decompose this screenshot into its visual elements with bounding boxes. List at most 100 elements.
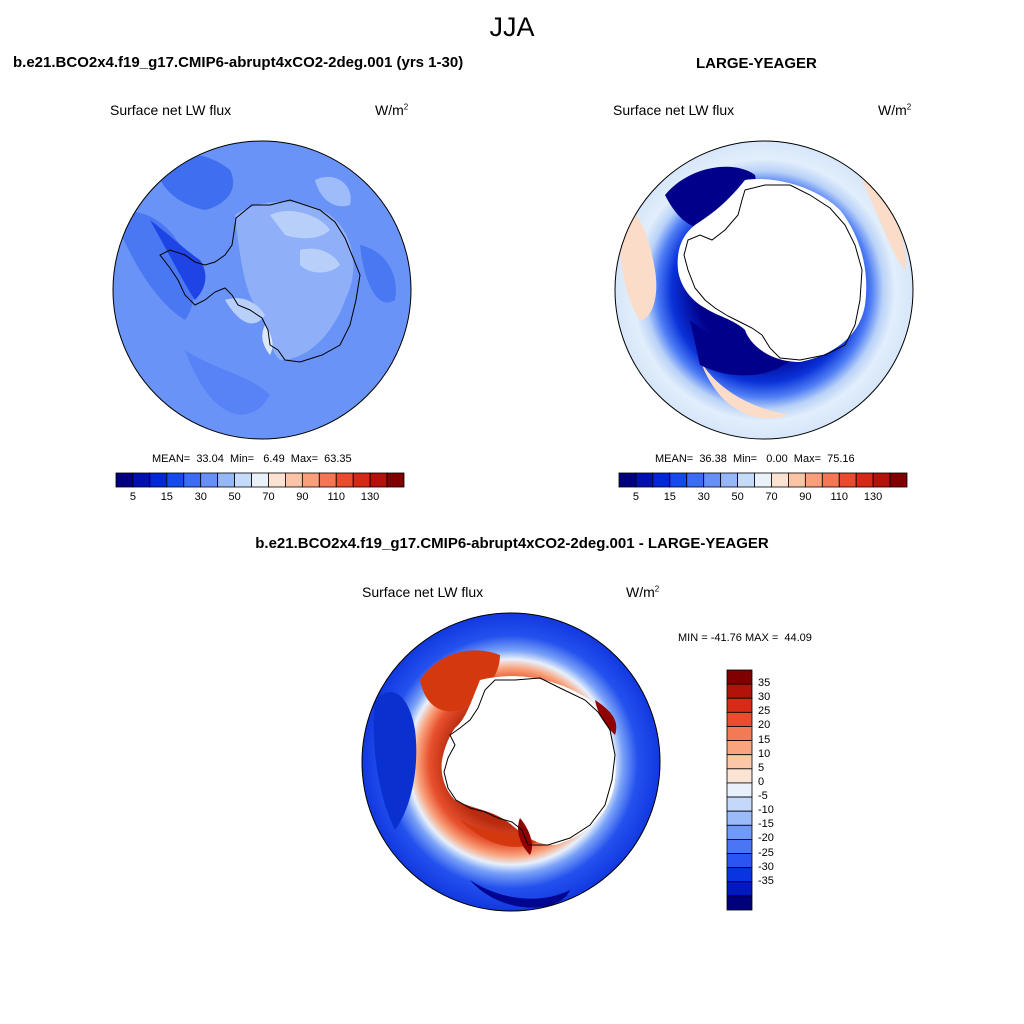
colorbar-tick-label: 35: [758, 677, 771, 690]
colorbar-swatch: [726, 740, 753, 756]
colorbar-tick-label: 130: [360, 491, 380, 503]
colorbar-swatch: [686, 472, 705, 488]
colorbar-swatch: [726, 782, 753, 798]
colorbar-swatch: [754, 472, 772, 488]
colorbar-tick-label: 15: [663, 491, 676, 503]
obs-polar-map: [615, 141, 913, 439]
panel-obs-case-title: LARGE-YEAGER: [696, 55, 817, 72]
colorbar-swatch: [726, 669, 753, 685]
model-colorbar: [115, 472, 405, 488]
colorbar-tick-label: 5: [632, 491, 639, 503]
colorbar-swatch: [618, 472, 637, 488]
colorbar-swatch: [726, 697, 753, 713]
colorbar-swatch: [872, 472, 891, 488]
colorbar-swatch: [804, 472, 823, 488]
colorbar-swatch: [726, 768, 753, 784]
colorbar-tick-label: 90: [799, 491, 812, 503]
colorbar-tick-label: 70: [765, 491, 778, 503]
colorbar-tick-label: 110: [327, 491, 345, 503]
colorbar-tick-label: 30: [697, 491, 710, 503]
colorbar-swatch: [149, 472, 168, 488]
colorbar-tick-label: -25: [758, 846, 774, 859]
colorbar-tick-label: 15: [160, 491, 173, 503]
colorbar-tick-label: 15: [758, 733, 771, 746]
figure-title: JJA: [489, 12, 535, 42]
obs-colorbar: [618, 472, 908, 488]
colorbar-swatch: [301, 472, 320, 488]
diff-panel-variable: Surface net LW flux: [362, 584, 484, 600]
colorbar-swatch: [821, 472, 840, 488]
panel-obs-stats: MEAN= 36.38 Min= 0.00 Max= 75.16: [655, 453, 855, 465]
colorbar-swatch: [855, 472, 874, 488]
colorbar-swatch: [726, 796, 753, 812]
panel-model-stats: MEAN= 33.04 Min= 6.49 Max= 63.35: [152, 453, 352, 465]
colorbar-swatch: [352, 472, 371, 488]
colorbar-swatch: [726, 839, 753, 854]
colorbar-swatch: [217, 472, 235, 488]
colorbar-swatch: [726, 726, 753, 741]
colorbar-tick-label: 5: [758, 761, 765, 774]
colorbar-swatch: [335, 472, 354, 488]
diff-coastline: [443, 677, 616, 846]
model-polar-map: [113, 141, 411, 439]
colorbar-swatch: [726, 895, 753, 911]
panel-obs-units: W/m2: [878, 102, 912, 118]
colorbar-swatch: [183, 472, 202, 488]
colorbar-swatch: [726, 683, 753, 699]
colorbar-swatch: [285, 472, 303, 488]
colorbar-tick-label: 50: [228, 491, 241, 503]
colorbar-swatch: [200, 472, 219, 488]
diff-panel-title: b.e21.BCO2x4.f19_g17.CMIP6-abrupt4xCO2-2…: [255, 535, 769, 552]
panel-model-variable: Surface net LW flux: [110, 102, 232, 118]
colorbar-swatch: [726, 824, 753, 840]
colorbar-tick-label: 25: [758, 705, 771, 718]
colorbar-swatch: [166, 472, 185, 488]
colorbar-tick-label: -20: [758, 832, 774, 845]
colorbar-tick-label: 0: [758, 775, 765, 788]
colorbar-swatch: [726, 711, 753, 727]
colorbar-tick-label: 20: [758, 719, 771, 732]
colorbar-tick-label: -15: [758, 818, 774, 831]
colorbar-tick-label: 90: [296, 491, 309, 503]
colorbar-swatch: [788, 472, 806, 488]
colorbar-swatch: [132, 472, 151, 488]
colorbar-swatch: [369, 472, 388, 488]
colorbar-swatch: [234, 472, 252, 488]
colorbar-swatch: [889, 472, 908, 488]
model-coastline: [159, 199, 361, 363]
colorbar-swatch: [726, 867, 753, 883]
colorbar-tick-label: 50: [731, 491, 744, 503]
colorbar-tick-label: 30: [758, 691, 771, 704]
colorbar-tick-label: 5: [129, 491, 136, 503]
panel-model-case-title: b.e21.BCO2x4.f19_g17.CMIP6-abrupt4xCO2-2…: [13, 54, 464, 71]
colorbar-swatch: [635, 472, 654, 488]
colorbar-tick-label: 70: [262, 491, 275, 503]
colorbar-swatch: [726, 754, 753, 770]
colorbar-tick-label: 30: [194, 491, 207, 503]
colorbar-swatch: [386, 472, 405, 488]
colorbar-swatch: [251, 472, 269, 488]
colorbar-tick-label: 10: [758, 747, 771, 760]
colorbar-tick-label: -10: [758, 804, 774, 817]
colorbar-swatch: [652, 472, 671, 488]
colorbar-swatch: [726, 810, 753, 826]
colorbar-tick-label: 130: [863, 491, 883, 503]
colorbar-swatch: [115, 472, 134, 488]
colorbar-tick-label: -30: [758, 860, 774, 873]
colorbar-tick-label: -35: [758, 874, 774, 887]
colorbar-swatch: [268, 472, 286, 488]
panel-obs-variable: Surface net LW flux: [613, 102, 735, 118]
obs-coastline: [683, 184, 863, 361]
colorbar-swatch: [318, 472, 337, 488]
colorbar-tick-label: 110: [830, 491, 848, 503]
diff-polar-map: [362, 613, 660, 911]
colorbar-tick-label: -5: [758, 790, 768, 803]
colorbar-swatch: [771, 472, 789, 488]
panel-model-units: W/m2: [375, 102, 409, 118]
diff-colorbar: [726, 669, 753, 911]
colorbar-swatch: [737, 472, 755, 488]
colorbar-swatch: [669, 472, 688, 488]
colorbar-swatch: [838, 472, 857, 488]
colorbar-swatch: [720, 472, 738, 488]
